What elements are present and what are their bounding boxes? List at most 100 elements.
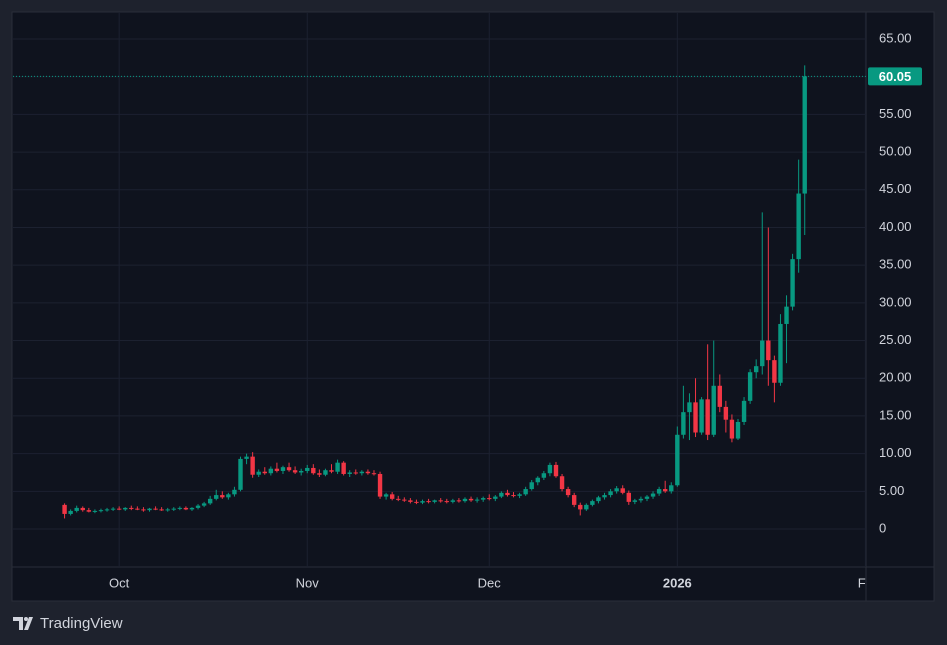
candle-body [250,456,255,475]
y-tick-label: 15.00 [879,407,912,422]
candle-body [656,489,662,494]
candle-body [487,498,492,500]
y-tick-label: 45.00 [879,181,912,196]
y-tick-label: 5.00 [879,483,904,498]
candle-body [523,489,528,495]
candle-body [711,385,716,435]
candle-body [420,501,425,503]
logo: TradingView [13,615,123,632]
candle-body [729,419,735,439]
candle-body [62,504,67,514]
candle-body [177,507,183,509]
candle-body [286,467,292,471]
candle-body [207,498,213,504]
candle-body [298,470,304,473]
candle-body [377,473,383,497]
candle-body [201,503,207,506]
y-tick-label: 35.00 [879,257,912,272]
candle-body [559,476,565,490]
candle-body [414,501,419,503]
y-tick-label: 10.00 [879,445,912,460]
candle-body [747,372,753,401]
candle-body [638,498,644,501]
candle-body [590,501,595,505]
y-tick-label: 40.00 [879,219,912,234]
candle-body [511,495,516,497]
candle-body [292,470,298,473]
candle-body [195,505,201,508]
candle-body [135,508,140,510]
candle-body [244,456,249,459]
candle-body [766,340,771,361]
candle-body [614,488,619,492]
x-tick-label: 2026 [663,575,692,590]
candle-body [753,366,759,373]
candle-body [784,306,789,324]
candle-body [305,467,310,471]
candle-body [171,508,176,510]
candle-body [256,471,261,475]
candle-body [778,323,783,383]
candle-body [675,434,680,486]
candle-body [68,510,73,514]
candle-body [86,510,92,512]
x-tick-label: Oct [109,575,130,590]
candle-body [620,488,625,493]
x-tick-label: Nov [296,575,320,590]
candle-body [553,464,559,477]
candle-body [165,509,170,511]
candle-body [274,468,280,471]
candle-body [311,467,316,474]
candle-body [153,508,158,510]
candle-body [602,495,607,498]
candle-body [529,482,534,490]
candle-body [74,507,79,511]
candle-body [80,507,85,511]
y-tick-label: 20.00 [879,370,912,385]
time-axis: Oct Nov Dec 2026 Fe [109,575,873,590]
y-tick-label: 0 [879,520,886,535]
candle-body [541,473,547,478]
candle-body [790,259,795,307]
candle-body [129,507,134,509]
y-tick-label: 55.00 [879,106,912,121]
y-tick-label: 25.00 [879,332,912,347]
candle-body [565,489,571,496]
candle-body [280,467,286,471]
candle-body [547,464,553,474]
candles [13,65,866,519]
candle-body [341,462,346,474]
candle-body [535,477,540,483]
axes: 0 5.00 10.00 15.00 20.00 25.00 30.00 35.00 40.00… [868,30,922,535]
candle-body [426,501,431,503]
candle-body [717,385,722,407]
candle-body [480,498,486,500]
candle-body [123,507,128,510]
candle-body [499,492,504,497]
candle-body [92,510,98,512]
candle-body [396,498,401,500]
y-tick-label: 65.00 [879,30,912,45]
candle-body [116,508,122,510]
y-tick-label: 50.00 [879,144,912,159]
candle-body [632,500,638,502]
candle-body [456,500,462,502]
candle-body [462,498,468,502]
last-price-badge [868,67,922,86]
candle-body [141,509,146,511]
candle-body [681,412,686,435]
candle-body [584,504,589,510]
x-tick-label: Fe [858,575,873,590]
candle-body [468,498,474,501]
candle-body [359,471,365,474]
candle-body [772,360,777,383]
candle-body [444,501,449,503]
y-tick-label: 30.00 [879,294,912,309]
candle-body [226,494,231,498]
candle-body [317,473,322,475]
candle-body [214,495,219,499]
candle-body [365,471,371,474]
candle-body [371,473,377,475]
logo-icon [13,617,33,630]
